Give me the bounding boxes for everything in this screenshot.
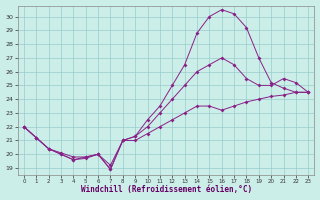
X-axis label: Windchill (Refroidissement éolien,°C): Windchill (Refroidissement éolien,°C) [81,185,252,194]
